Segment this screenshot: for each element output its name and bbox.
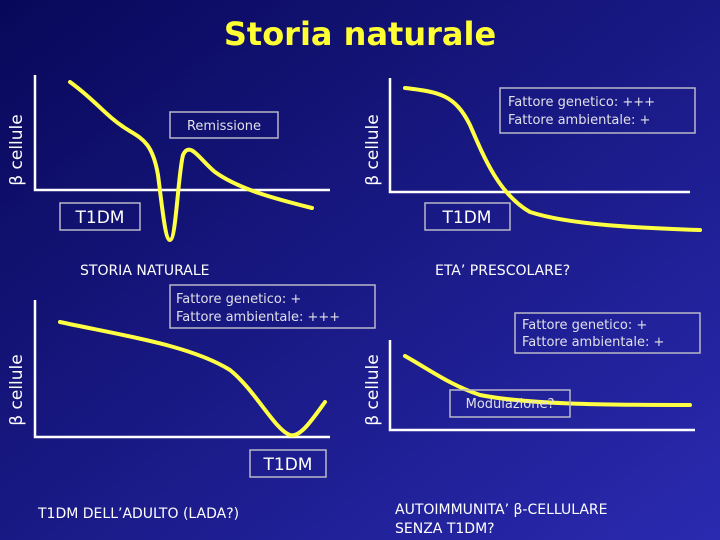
caption: SENZA T1DM? (395, 521, 495, 537)
axes (388, 340, 695, 432)
caption: ETA’ PRESCOLARE? (435, 263, 570, 279)
box (499, 87, 696, 134)
curve (58, 320, 327, 438)
axes (33, 300, 330, 439)
y-label: β cellule (7, 354, 27, 425)
box (169, 111, 279, 139)
outcome: T1DM (442, 208, 492, 228)
caption: T1DM DELL’ADULTO (LADA?) (37, 506, 239, 522)
box-text: Fattore ambientale: + (508, 113, 650, 128)
box-text: Remissione (187, 119, 261, 134)
axes (33, 75, 330, 192)
box-text: Fattore genetico: + (522, 318, 647, 333)
outcome: T1DM (75, 208, 125, 228)
curve (403, 86, 702, 232)
curve (68, 80, 314, 242)
curve (403, 354, 692, 407)
outcome-box (449, 389, 571, 418)
outcome: T1DM (263, 455, 313, 475)
outcome-box (424, 202, 511, 231)
box-text: Fattore ambientale: + (522, 335, 664, 350)
box-text: Fattore genetico: +++ (508, 95, 655, 110)
axes (388, 78, 690, 194)
caption: AUTOIMMUNITA’ β-CELLULARE (395, 502, 608, 518)
y-label: β cellule (363, 354, 383, 425)
outcome: Modulazione? (466, 397, 555, 412)
y-label: β cellule (363, 114, 383, 185)
box (514, 312, 701, 354)
box-text: Fattore genetico: + (176, 292, 301, 307)
outcome-box (249, 449, 327, 478)
box-text: Fattore ambientale: +++ (176, 310, 340, 325)
y-label: β cellule (7, 114, 27, 185)
caption: STORIA NATURALE (80, 263, 210, 279)
title: Storia naturale (224, 15, 496, 53)
box (169, 284, 376, 329)
outcome-box (59, 202, 141, 231)
